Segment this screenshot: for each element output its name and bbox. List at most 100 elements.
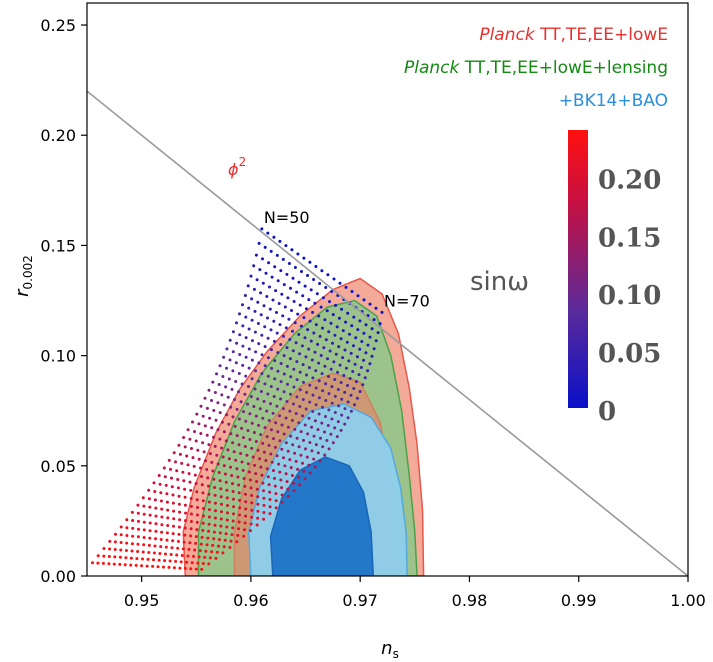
prediction-point [241,324,245,328]
prediction-point [314,323,318,327]
prediction-point [349,409,353,413]
prediction-point [269,328,273,332]
prediction-point [148,536,152,540]
legend-entry: Planck TT,TE,EE+lowE+lensing [404,58,668,78]
prediction-point [337,316,341,320]
x-tick-label: 0.98 [452,591,488,610]
prediction-point [224,385,228,389]
prediction-point [164,552,167,556]
prediction-point [180,461,184,465]
prediction-point [219,487,223,491]
prediction-point [324,415,327,418]
prediction-point [238,312,241,316]
x-tick-label: 0.99 [561,591,597,610]
prediction-point [189,534,193,538]
prediction-point [272,469,275,472]
prediction-point [343,407,347,411]
prediction-point [344,366,348,370]
prediction-point [148,529,152,533]
prediction-point [207,500,211,504]
prediction-point [200,535,204,539]
prediction-point [349,393,353,397]
prediction-point [218,411,222,415]
prediction-point [232,497,235,501]
prediction-point [204,459,207,463]
prediction-point [215,550,219,554]
prediction-point [253,463,257,467]
prediction-point [338,281,342,285]
prediction-point [261,481,265,485]
prediction-point [255,480,259,483]
prediction-point [224,532,228,536]
prediction-point [302,469,306,473]
prediction-point [304,355,308,359]
prediction-point [321,389,325,393]
prediction-point [348,332,351,336]
prediction-point [281,257,285,261]
prediction-point [184,519,187,523]
prediction-point [247,306,251,310]
prediction-point [246,402,249,406]
prediction-point [186,554,190,558]
prediction-point [350,324,354,328]
prediction-point [212,435,215,439]
prediction-point [272,339,276,343]
prediction-point [164,545,168,549]
prediction-point [207,484,210,488]
prediction-point [245,453,249,457]
prediction-point [195,498,199,502]
prediction-point [118,555,122,559]
prediction-point [118,562,122,566]
prediction-point [356,294,360,298]
prediction-point [135,557,139,561]
prediction-point [134,563,138,567]
prediction-point [280,447,284,451]
prediction-point [222,355,226,359]
prediction-point [307,416,311,420]
prediction-point [320,372,324,376]
prediction-point [316,428,320,432]
prediction-point [301,294,305,298]
prediction-point [176,478,180,481]
prediction-point [215,453,219,457]
prediction-point [274,492,278,496]
prediction-point [237,483,241,487]
prediction-point [318,282,322,285]
prediction-point [237,372,241,375]
prediction-point [272,235,276,239]
prediction-point [221,455,225,459]
prediction-point [268,505,272,509]
prediction-point [108,547,112,551]
prediction-point [346,311,350,315]
prediction-point [225,525,229,529]
prediction-point [305,373,308,377]
prediction-point [192,554,195,558]
prediction-point [288,338,292,341]
prediction-point [229,465,233,469]
confidence-contours [182,277,425,576]
prediction-point [247,327,251,331]
prediction-point [231,526,235,530]
prediction-point [219,495,223,499]
prediction-point [183,503,187,507]
prediction-point [290,474,294,477]
prediction-point [252,287,256,291]
prediction-point [256,322,260,325]
y-tick-label: 0.10 [40,347,76,366]
prediction-point [208,452,212,456]
prediction-point [362,298,366,302]
prediction-point [207,515,211,519]
prediction-point [229,432,233,436]
prediction-point [273,476,276,480]
prediction-point [216,428,220,432]
prediction-point [196,561,200,565]
prediction-point [230,474,234,477]
prediction-point [205,468,209,471]
prediction-point [341,356,345,360]
prediction-point [296,467,300,471]
prediction-point [220,502,223,506]
prediction-point [119,548,123,552]
prediction-point [238,333,242,337]
prediction-point [244,355,248,359]
prediction-point [299,430,303,434]
